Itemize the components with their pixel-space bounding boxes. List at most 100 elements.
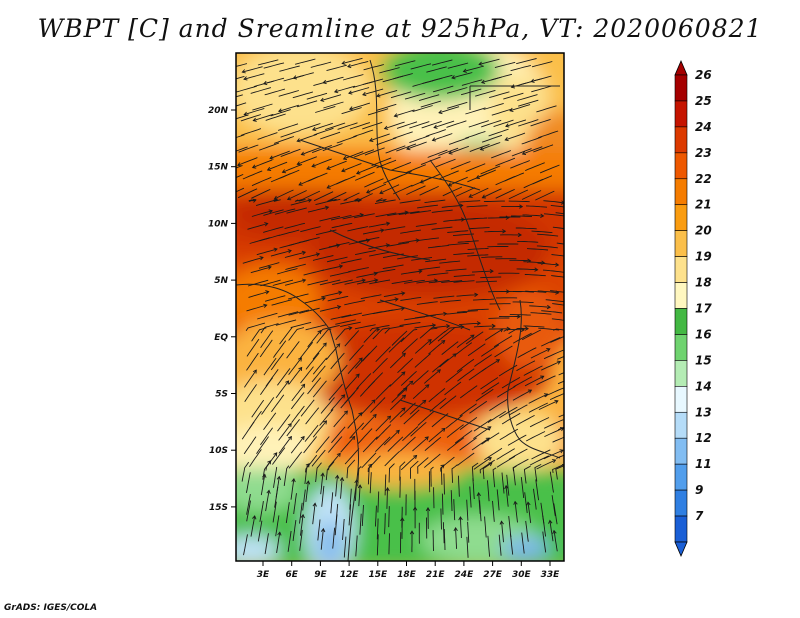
colorbar-swatch (674, 386, 688, 413)
streamline (448, 176, 468, 187)
streamline (398, 239, 420, 244)
streamline (311, 365, 326, 383)
streamline-arrow (281, 169, 287, 174)
streamline-arrow (320, 472, 325, 477)
streamline (492, 467, 497, 488)
streamline (418, 94, 440, 102)
streamline (481, 432, 500, 445)
streamline-arrow (401, 291, 406, 296)
streamline (335, 319, 356, 325)
streamline (401, 338, 418, 354)
streamline (417, 457, 429, 474)
streamline (236, 85, 257, 93)
streamline (509, 104, 531, 112)
streamline (460, 88, 482, 96)
streamline-arrow (540, 375, 545, 380)
streamline (243, 534, 248, 556)
streamline (375, 384, 392, 400)
streamline (424, 436, 442, 452)
streamline-arrow (264, 222, 269, 227)
streamline (326, 256, 348, 263)
streamline-arrow (343, 410, 348, 415)
streamline (514, 501, 518, 523)
streamline (466, 217, 488, 220)
lon-tick-label: 27E (483, 570, 503, 580)
streamline (409, 399, 426, 415)
streamline (447, 242, 469, 246)
streamline-arrow (569, 255, 572, 259)
streamline (459, 200, 481, 203)
streamline-arrow (322, 79, 327, 85)
streamlines (236, 57, 572, 558)
streamline (269, 150, 290, 159)
streamline (552, 464, 564, 473)
streamline (445, 415, 463, 429)
streamline (397, 357, 414, 374)
streamline-arrow (341, 394, 346, 399)
streamline (447, 101, 468, 109)
lon-tick-label: 24E (455, 570, 475, 580)
streamline (251, 210, 273, 217)
streamline (264, 88, 286, 96)
streamline (518, 119, 539, 127)
streamline (406, 141, 427, 150)
streamline (369, 133, 390, 142)
streamline (498, 534, 502, 556)
streamline (538, 400, 559, 411)
streamline (237, 157, 258, 166)
streamline (418, 237, 439, 242)
streamline-arrow (368, 137, 374, 142)
streamline (307, 377, 322, 395)
streamline (359, 513, 362, 535)
streamline-arrow (371, 399, 376, 404)
streamline (300, 366, 314, 384)
streamline (543, 349, 564, 360)
streamline (439, 299, 461, 303)
streamline (288, 367, 303, 385)
streamline (260, 474, 266, 496)
colorbar-swatch (674, 360, 688, 387)
streamline (356, 279, 378, 285)
streamline (389, 371, 406, 387)
colorbar-swatch (674, 282, 688, 309)
streamline-arrow (379, 190, 384, 195)
streamline (326, 64, 347, 72)
streamline (535, 190, 555, 201)
streamline (270, 109, 291, 117)
streamline-arrow (488, 462, 493, 467)
streamline (402, 426, 419, 442)
streamline (300, 190, 321, 201)
streamline-arrow (288, 435, 292, 441)
streamline-arrow (285, 380, 290, 385)
streamline (499, 406, 518, 419)
streamline (349, 102, 371, 110)
streamline (512, 301, 534, 304)
streamline (515, 227, 537, 230)
streamline (472, 477, 475, 500)
streamline (356, 193, 373, 202)
streamline (383, 292, 405, 298)
streamline (440, 456, 455, 472)
streamline-arrow (241, 69, 246, 74)
streamline-arrow (243, 111, 248, 116)
streamline (473, 426, 492, 439)
streamline (354, 324, 376, 330)
streamline (399, 461, 406, 481)
streamline (508, 404, 528, 416)
streamline (321, 265, 343, 272)
streamline (363, 229, 384, 235)
streamline (364, 147, 385, 156)
streamline (453, 499, 456, 521)
streamline (320, 131, 341, 140)
streamline (523, 261, 545, 264)
streamline (494, 345, 513, 358)
streamline (412, 384, 430, 400)
streamline-arrow (487, 426, 492, 431)
streamline (274, 189, 294, 200)
streamline (531, 230, 553, 234)
streamline (553, 503, 558, 525)
streamline (473, 418, 492, 432)
streamline (471, 437, 490, 451)
streamline (521, 190, 542, 200)
streamline-arrow (265, 290, 270, 295)
